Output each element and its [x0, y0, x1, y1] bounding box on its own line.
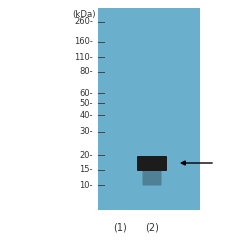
- Text: 60-: 60-: [79, 89, 93, 97]
- Text: 40-: 40-: [79, 110, 93, 120]
- Text: 10-: 10-: [79, 180, 93, 190]
- Text: (2): (2): [145, 222, 159, 232]
- Text: 50-: 50-: [79, 98, 93, 108]
- Text: 30-: 30-: [79, 127, 93, 137]
- Bar: [98, 8, 200, 210]
- Text: (1): (1): [113, 222, 127, 232]
- Text: 260-: 260-: [74, 18, 93, 26]
- Text: 15-: 15-: [79, 166, 93, 174]
- FancyBboxPatch shape: [143, 169, 162, 186]
- Text: (kDa): (kDa): [72, 10, 96, 19]
- Text: 160-: 160-: [74, 37, 93, 47]
- Text: 20-: 20-: [79, 150, 93, 160]
- FancyBboxPatch shape: [137, 156, 167, 171]
- Text: 80-: 80-: [79, 67, 93, 77]
- Text: 110-: 110-: [74, 53, 93, 61]
